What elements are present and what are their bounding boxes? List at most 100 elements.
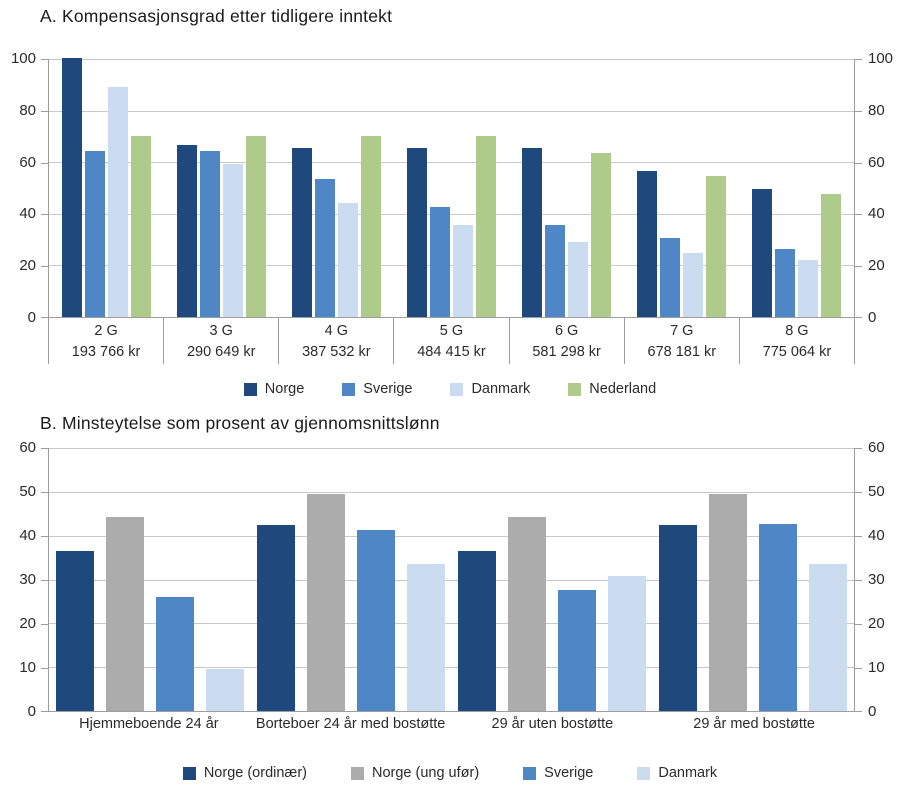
bar-norge-ung-uf-r (105, 516, 144, 711)
category-sublabel: 193 766 kr (71, 344, 141, 361)
gridline (49, 110, 854, 112)
legend-label: Norge (ung ufør) (371, 765, 480, 781)
bar-nederland (476, 136, 496, 317)
category-label: 5 G (439, 323, 464, 339)
y-axis-tick-label: 50 (868, 482, 885, 500)
category-cell: 4 G 387 532 kr (278, 318, 393, 364)
gridline (49, 448, 854, 449)
panel-b-title: B. Minsteytelse som prosent av gjennomsn… (40, 413, 440, 433)
category-sublabel: 581 298 kr (532, 344, 601, 361)
category-cell: 29 år med bostøtte (653, 712, 855, 758)
panel-b-plot-area (48, 448, 855, 712)
legend-swatch (450, 382, 464, 396)
category-label: 8 G (785, 323, 809, 339)
category-cell: Hjemmeboende 24 år (48, 712, 250, 758)
legend-label: Sverige (363, 381, 413, 397)
y-axis-tick-mark (41, 535, 48, 537)
y-axis-tick-label: 10 (19, 659, 36, 676)
category-sublabel: 290 649 kr (186, 344, 256, 361)
legend-item: Danmark (637, 765, 717, 781)
bar-group (739, 59, 854, 317)
bar-danmark (608, 576, 647, 711)
y-axis-tick-mark (41, 580, 48, 581)
y-axis-tick-label: 100 (10, 50, 36, 67)
legend-item: Danmark (450, 381, 530, 397)
legend-label: Nederland (589, 381, 657, 397)
category-label: 4 G (324, 323, 349, 339)
bar-group (250, 448, 451, 711)
bar-norge (407, 148, 427, 317)
y-axis-tick-label: 80 (868, 101, 885, 119)
y-axis-tick-label: 40 (868, 205, 885, 223)
gridline (49, 265, 854, 267)
bar-group (164, 59, 279, 317)
bar-nederland (131, 136, 151, 317)
y-axis-tick-label: 50 (19, 482, 36, 500)
y-axis-tick-label: 20 (19, 614, 36, 632)
y-axis-tick-label: 20 (868, 614, 885, 632)
category-sublabel: 387 532 kr (302, 344, 371, 361)
category-cell: 8 G 775 064 kr (738, 318, 854, 364)
panel-a-category-axis: 2 G 193 766 kr 3 G 290 649 kr 4 G 387 532 kr 5… (48, 318, 855, 364)
panel-b-category-axis: Hjemmeboende 24 år Borteboer 24 år med bo… (48, 712, 855, 758)
panel-b-minimum-benefit-chart: B. Minsteytelse som prosent av gjennomsn… (0, 410, 900, 797)
category-sublabel: 775 064 kr (762, 344, 832, 361)
legend-label: Norge (ordinær) (203, 765, 307, 781)
y-axis-tick-label: 40 (868, 526, 885, 544)
panel-b-right-y-axis: 0 10 20 30 40 50 60 (855, 439, 900, 720)
bar-norge-ordin-r (659, 524, 698, 711)
category-sublabel: 678 181 kr (647, 344, 717, 361)
y-axis-tick-label: 80 (19, 101, 36, 119)
legend-label: Sverige (544, 765, 594, 781)
y-axis-tick-mark (41, 711, 48, 712)
y-axis-tick-mark (41, 448, 48, 449)
category-label: 29 år med bostøtte (693, 716, 815, 732)
bar-sverige (155, 597, 194, 711)
category-cell: 3 G 290 649 kr (163, 318, 278, 364)
y-axis-tick-mark (41, 110, 48, 112)
panel-b-left-y-axis: 0 10 20 30 40 50 60 (0, 439, 48, 720)
bar-norge (752, 189, 772, 317)
bar-sverige (660, 238, 680, 317)
y-axis-tick-mark (41, 266, 48, 268)
category-label: Hjemmeboende 24 år (79, 716, 219, 732)
bar-danmark (809, 564, 848, 711)
bar-danmark (568, 242, 588, 317)
category-cell: 5 G 484 415 kr (393, 318, 508, 364)
y-axis-tick-label: 0 (27, 703, 36, 720)
bar-sverige (759, 523, 798, 711)
y-axis-tick-mark (41, 59, 48, 60)
legend-item: Sverige (342, 381, 412, 397)
legend-swatch (523, 766, 537, 780)
panel-a-compensation-chart: A. Kompensasjonsgrad etter tidligere inn… (10, 6, 893, 397)
y-axis-tick-mark (855, 266, 862, 268)
y-axis-tick-mark (855, 623, 862, 625)
bar-norge-ordin-r (55, 551, 94, 711)
legend-swatch (182, 766, 196, 780)
bar-group (653, 448, 854, 711)
legend-item: Norge (ung ufør) (350, 765, 480, 781)
bar-group (509, 59, 624, 317)
bar-group (452, 448, 653, 711)
category-cell: 2 G 193 766 kr (48, 318, 163, 364)
bar-nederland (361, 136, 381, 317)
category-label: 2 G (94, 323, 118, 339)
y-axis-tick-mark (41, 491, 48, 493)
category-label: 6 G (554, 323, 579, 339)
bar-norge-ung-uf-r (709, 494, 748, 711)
bar-danmark (798, 260, 818, 317)
bar-sverige (430, 207, 450, 317)
legend-label: Norge (264, 381, 305, 397)
legend-label: Danmark (658, 765, 718, 781)
y-axis-tick-mark (855, 317, 862, 318)
category-cell: Borteboer 24 år med bostøtte (250, 712, 452, 758)
y-axis-tick-mark (855, 711, 862, 712)
bar-sverige (200, 150, 220, 317)
bar-norge-ordin-r (256, 524, 295, 711)
bar-groups (49, 448, 854, 711)
bar-norge (177, 145, 197, 317)
y-axis-tick-label: 20 (868, 257, 885, 275)
bar-danmark (683, 252, 703, 317)
gridline (49, 491, 854, 493)
bar-group (49, 448, 250, 711)
